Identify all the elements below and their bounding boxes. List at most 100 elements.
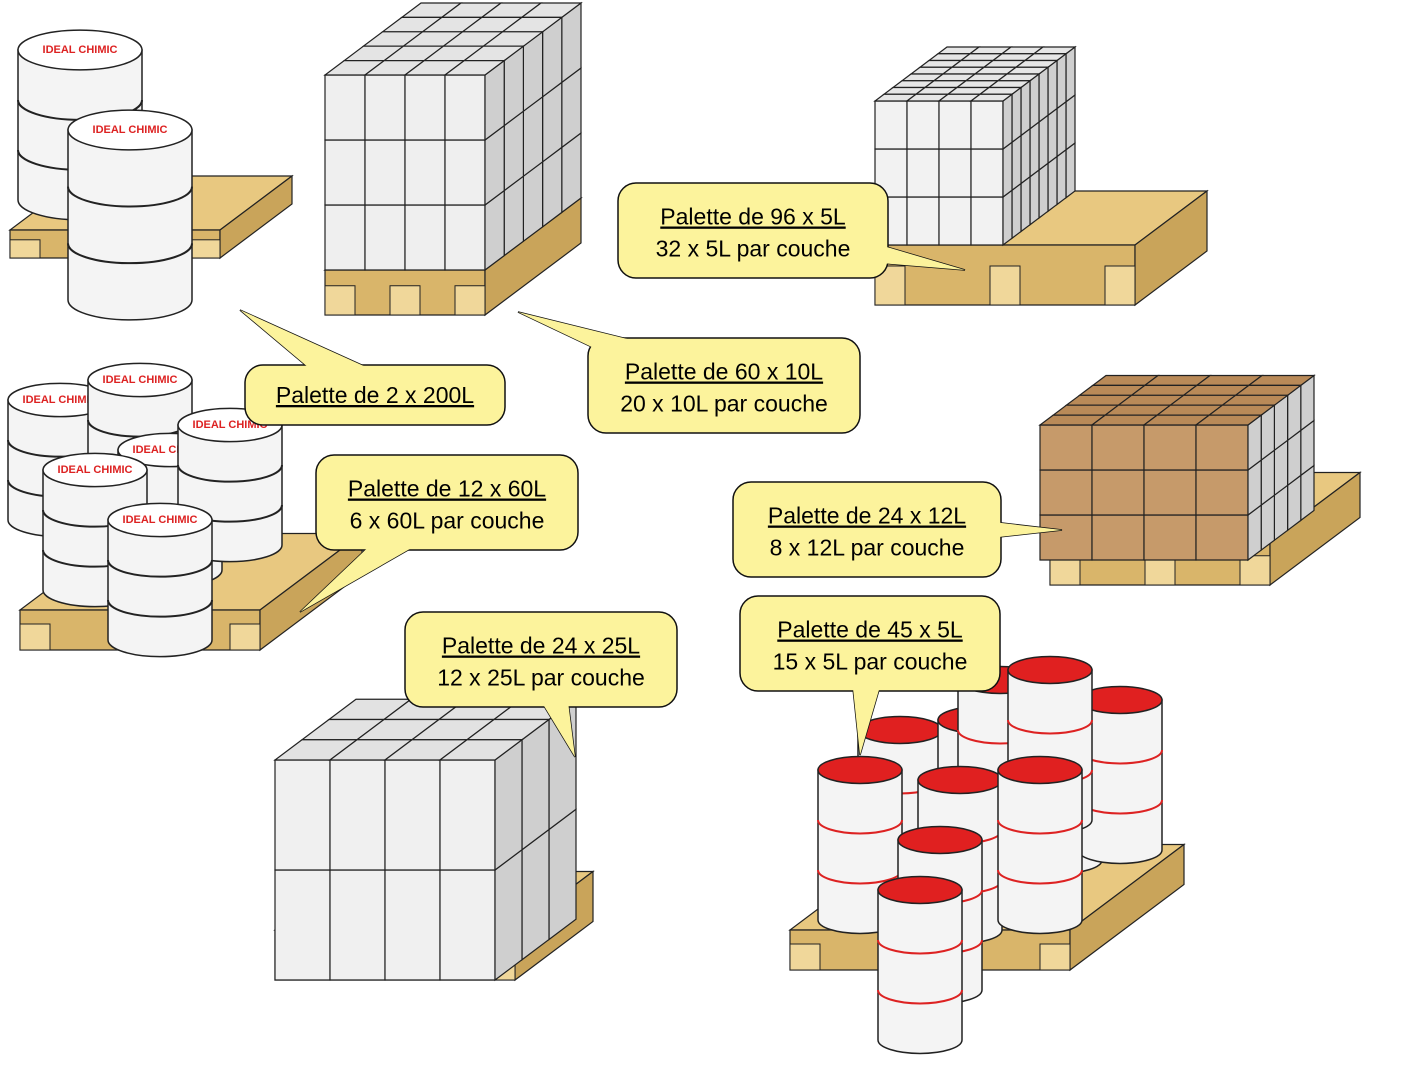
- box-side: [521, 828, 550, 961]
- callout-subtitle: 20 x 10L par couche: [620, 391, 828, 417]
- box-front: [1039, 514, 1093, 561]
- box-side: [1029, 72, 1040, 130]
- box-side: [1020, 127, 1031, 185]
- box-side: [1002, 141, 1013, 199]
- pallet-block: [189, 239, 221, 259]
- drum-lid: [87, 362, 193, 398]
- pallet-block: [1239, 555, 1271, 586]
- box-front: [404, 74, 446, 141]
- pallet-block: [989, 265, 1021, 306]
- box-side: [1020, 175, 1031, 233]
- box-side: [1038, 162, 1049, 220]
- box-front: [906, 100, 940, 150]
- drum-band: [67, 186, 193, 208]
- drum-lid: [897, 825, 983, 855]
- callout-seam: [748, 208, 965, 270]
- brand-label: IDEAL CHIMIC: [193, 419, 268, 431]
- drum-lid: [877, 875, 963, 905]
- callout-seam: [518, 312, 732, 407]
- drum-lid: [107, 502, 213, 538]
- box-front: [970, 148, 1004, 198]
- pallet-block: [9, 239, 41, 259]
- box-front: [1091, 514, 1145, 561]
- box-front: [874, 100, 908, 150]
- box-side: [1029, 120, 1040, 178]
- box-side: [521, 718, 550, 851]
- box-front: [404, 139, 446, 206]
- callout-title: Palette de 45 x 5L: [777, 617, 963, 643]
- box-front: [1143, 514, 1197, 561]
- drum-band: [997, 869, 1083, 885]
- box-side: [1011, 86, 1022, 144]
- box-side: [1020, 79, 1031, 137]
- box-side: [548, 808, 577, 941]
- callout-title: Palette de 24 x 12L: [768, 503, 966, 529]
- illustrations: IDEAL CHIMIC IDEAL CHIMIC IDEAL CHIMIC IDEA…: [7, 1, 1362, 1055]
- callout-seam: [300, 484, 461, 612]
- box-front: [384, 759, 441, 871]
- pallet-block: [1144, 555, 1176, 586]
- callout-seam: [520, 652, 575, 757]
- box-front: [970, 196, 1004, 246]
- box-side: [1038, 66, 1049, 124]
- box-front: [439, 869, 496, 981]
- box-front: [439, 759, 496, 871]
- pallet-block: [389, 285, 421, 316]
- box-front: [444, 74, 486, 141]
- box-front: [1091, 424, 1145, 471]
- drum-band: [177, 464, 283, 483]
- drum-lid: [67, 109, 193, 151]
- box-front: [906, 148, 940, 198]
- callout-subtitle: 15 x 5L par couche: [773, 649, 968, 675]
- box-front: [444, 139, 486, 206]
- box-front: [906, 196, 940, 246]
- brand-label: IDEAL CHIMIC: [23, 394, 98, 406]
- box-front: [364, 74, 406, 141]
- drum-band: [107, 599, 213, 618]
- drum-band: [817, 819, 903, 835]
- box-front: [324, 139, 366, 206]
- pallet-block: [1039, 943, 1071, 971]
- callout-seam: [240, 310, 387, 414]
- brand-label: IDEAL CHIMIC: [123, 514, 198, 526]
- drum-band: [1007, 719, 1093, 735]
- pallet-block: [324, 285, 356, 316]
- box-side: [1056, 148, 1067, 206]
- box-front: [384, 869, 441, 981]
- drum-band: [67, 243, 193, 265]
- box-top: [443, 59, 507, 76]
- drum-body: [67, 129, 193, 321]
- box-side: [1011, 182, 1022, 240]
- box-side: [1002, 189, 1013, 247]
- box-top: [438, 739, 524, 761]
- pallet-block: [454, 285, 486, 316]
- callout-seam: [866, 507, 1062, 552]
- box-front: [938, 100, 972, 150]
- pallet-block: [19, 623, 51, 651]
- drum-band: [877, 939, 963, 955]
- callout-title: Palette de 24 x 25L: [442, 633, 640, 659]
- box-side: [1038, 114, 1049, 172]
- box-front: [274, 869, 331, 981]
- box-front: [404, 204, 446, 271]
- box-front: [1039, 424, 1093, 471]
- brand-label: IDEAL CHIMIC: [103, 374, 178, 386]
- drum-lid: [917, 765, 1003, 795]
- box-side: [1056, 100, 1067, 158]
- drum-band: [107, 559, 213, 578]
- box-front: [329, 869, 386, 981]
- drum-lid: [1007, 655, 1093, 685]
- callout-subtitle: 12 x 25L par couche: [437, 665, 645, 691]
- box-front: [324, 204, 366, 271]
- drum-lid: [17, 29, 143, 71]
- box-side: [1002, 93, 1013, 151]
- box-front: [1039, 469, 1093, 516]
- drum-lid: [42, 452, 148, 488]
- drum-body: [107, 519, 213, 658]
- callout-subtitle: 8 x 12L par couche: [770, 535, 965, 561]
- brand-label: IDEAL CHIMIC: [58, 464, 133, 476]
- box-side: [494, 738, 523, 872]
- box-front: [938, 148, 972, 198]
- callouts: Palette de 2 x 200L Palette de 60 x 10L 20…: [239, 182, 1063, 758]
